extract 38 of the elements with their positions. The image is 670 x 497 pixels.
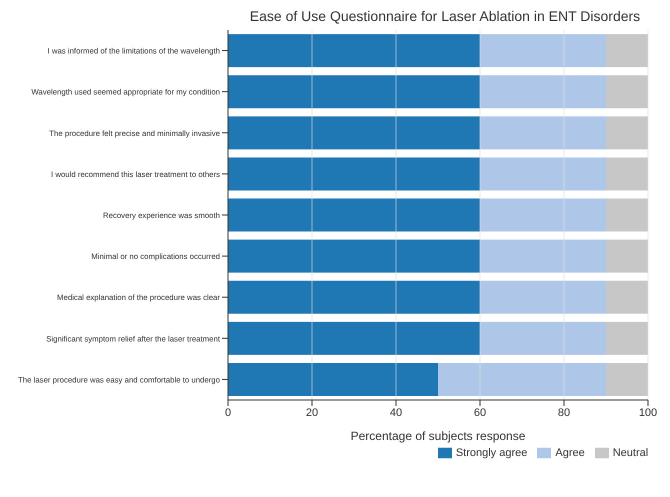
x-axis-title: Percentage of subjects response — [350, 429, 526, 443]
bar — [480, 198, 606, 232]
legend-label: Strongly agree — [456, 446, 528, 459]
bar — [228, 280, 480, 314]
bar — [480, 240, 606, 273]
bar — [480, 116, 606, 150]
bar — [480, 75, 606, 108]
bar — [480, 34, 606, 68]
legend-label: Agree — [555, 446, 585, 459]
x-tick-label: 80 — [558, 406, 570, 419]
bar — [606, 75, 648, 108]
x-tick-label: 20 — [306, 406, 318, 419]
x-tick-label: 40 — [390, 406, 402, 419]
bar — [228, 157, 480, 190]
chart-title: Ease of Use Questionnaire for Laser Ablation in ENT Disorders — [248, 8, 642, 24]
bar — [480, 322, 606, 355]
bar — [480, 157, 606, 190]
bar — [480, 280, 606, 314]
x-tick-label: 0 — [224, 406, 232, 419]
legend-label: Neutral — [612, 446, 648, 459]
x-tick-label: 100 — [638, 406, 658, 419]
bar — [606, 280, 648, 314]
bar — [228, 34, 480, 68]
bar — [228, 198, 480, 232]
bar — [438, 363, 606, 396]
bar — [228, 116, 480, 150]
bar — [606, 116, 648, 150]
bar — [228, 363, 438, 396]
bar — [606, 322, 648, 355]
bar — [606, 240, 648, 273]
bar — [606, 198, 648, 232]
bar — [606, 34, 648, 68]
x-tick-label: 60 — [474, 406, 486, 419]
bar — [228, 240, 480, 273]
bar — [228, 75, 480, 108]
bar — [228, 322, 480, 355]
bar — [606, 363, 648, 396]
bar — [606, 157, 648, 190]
